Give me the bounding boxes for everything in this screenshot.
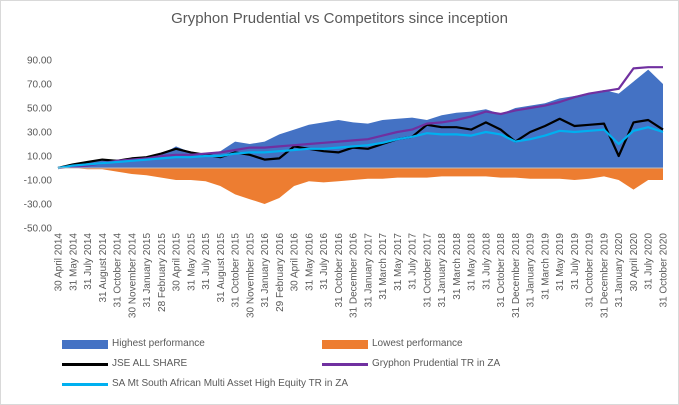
x-tick-label: 31 October 2018 — [496, 233, 507, 308]
x-tick-label: 30 April 2015 — [172, 233, 183, 292]
legend-swatch-jse — [62, 363, 108, 366]
x-tick-label: 31 July 2020 — [644, 233, 655, 290]
line-series-3 — [57, 66, 663, 170]
legend-label-jse: JSE ALL SHARE — [112, 358, 188, 369]
y-tick-label: -50.00 — [24, 224, 53, 235]
x-tick-label: 29 February 2016 — [275, 233, 286, 312]
x-tick-label: 30 April 2016 — [290, 233, 301, 292]
x-tick-label: 31 July 2017 — [408, 233, 419, 290]
legend-label-gryphon: Gryphon Prudential TR in ZA — [372, 358, 501, 369]
x-tick-label: 30 April 2014 — [54, 233, 65, 292]
x-tick-label: 31 May 2019 — [555, 233, 566, 291]
x-tick-label: 31 March 2018 — [452, 233, 463, 300]
legend-label-lowest: Lowest performance — [372, 338, 463, 349]
x-tick-label: 31 July 2016 — [319, 233, 330, 290]
y-tick-label: 90.00 — [27, 56, 52, 67]
x-tick-label: 31 May 2015 — [186, 233, 197, 291]
y-tick-label: 50.00 — [27, 104, 52, 115]
legend-label-sa-mt: SA Mt South African Multi Asset High Equ… — [112, 378, 349, 389]
area-series-0 — [58, 69, 663, 168]
x-tick-label: 30 November 2014 — [127, 233, 138, 318]
legend-swatch-highest — [62, 340, 108, 349]
x-tick-label: 31 August 2014 — [98, 233, 109, 303]
chart-title: Gryphon Prudential vs Competitors since … — [171, 10, 508, 27]
legend-swatch-sa-mt — [62, 383, 108, 386]
y-tick-label: 30.00 — [27, 128, 52, 139]
x-tick-label: 31 July 2019 — [570, 233, 581, 290]
x-tick-label: 31 July 2014 — [83, 233, 94, 290]
x-tick-label: 31 January 2015 — [142, 233, 153, 308]
x-tick-label: 31 March 2019 — [541, 233, 552, 300]
x-tick-label: 31 December 2018 — [511, 233, 522, 318]
x-tick-label: 31 October 2019 — [585, 233, 596, 308]
line-series-2 — [57, 117, 664, 170]
legend-label-highest: Highest performance — [112, 338, 205, 349]
y-tick-label: -30.00 — [24, 200, 53, 211]
legend-swatch-lowest — [322, 340, 368, 349]
x-tick-label: 31 December 2016 — [349, 233, 360, 318]
area-series-1 — [58, 168, 663, 204]
x-tick-label: 31 January 2018 — [437, 233, 448, 308]
legend-swatch-gryphon — [322, 363, 368, 366]
x-tick-label: 31 May 2016 — [304, 233, 315, 291]
x-tick-label: 31 May 2018 — [467, 233, 478, 291]
y-tick-label: -10.00 — [24, 176, 53, 187]
x-tick-label: 31 October 2015 — [231, 233, 242, 308]
x-tick-label: 31 July 2018 — [481, 233, 492, 290]
x-tick-label: 31 January 2020 — [614, 233, 625, 308]
y-tick-label: 10.00 — [27, 152, 52, 163]
y-tick-label: 70.00 — [27, 80, 52, 91]
x-tick-label: 31 March 2017 — [378, 233, 389, 300]
x-tick-label: 31 December 2019 — [600, 233, 611, 318]
x-tick-label: 31 January 2016 — [260, 233, 271, 308]
x-tick-label: 31 January 2019 — [526, 233, 537, 308]
x-tick-label: 28 February 2015 — [157, 233, 168, 312]
x-tick-label: 31 July 2015 — [201, 233, 212, 290]
x-tick-label: 31 January 2017 — [363, 233, 374, 308]
x-tick-label: 31 October 2017 — [422, 233, 433, 308]
x-tick-label: 31 October 2020 — [659, 233, 670, 308]
x-tick-label: 30 April 2020 — [629, 233, 640, 292]
x-tick-label: 31 October 2016 — [334, 233, 345, 308]
x-tick-label: 30 November 2015 — [245, 233, 256, 318]
x-tick-label: 31 August 2015 — [216, 233, 227, 303]
x-tick-label: 31 May 2017 — [393, 233, 404, 291]
x-tick-label: 31 October 2014 — [113, 233, 124, 308]
line-series-4 — [57, 126, 664, 170]
x-tick-label: 31 May 2014 — [68, 233, 79, 291]
